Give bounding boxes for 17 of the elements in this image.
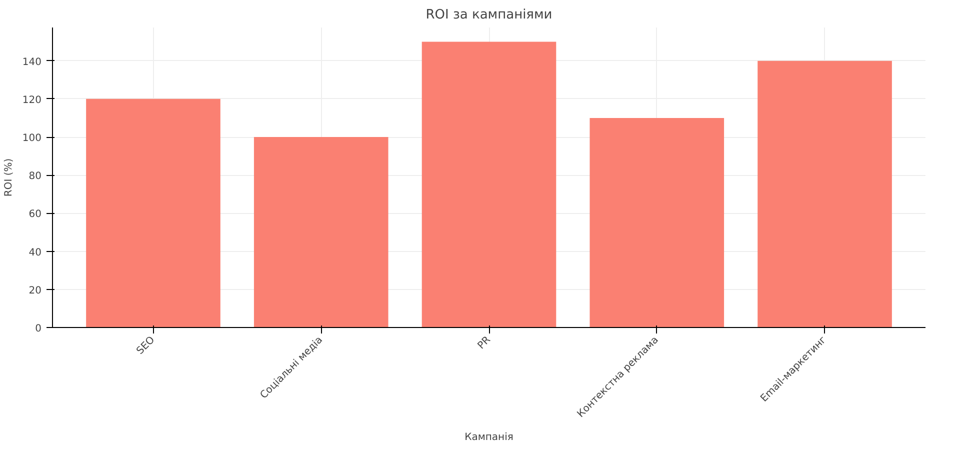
bar [422, 42, 556, 328]
bar [590, 118, 724, 328]
x-axis-title: Кампанія [464, 432, 514, 443]
y-tick-label: 120 [22, 94, 42, 106]
y-tick-label: 40 [28, 247, 42, 258]
bar [86, 98, 220, 328]
y-tick-label: 20 [28, 285, 42, 296]
y-tick-label: 100 [22, 133, 42, 144]
chart-title: ROI за кампаніями [426, 8, 552, 22]
y-tick-label: 0 [35, 324, 42, 334]
bar [758, 60, 892, 328]
x-tick-label: PR [476, 334, 493, 352]
bar [254, 137, 388, 328]
y-tick-label: 80 [28, 171, 42, 182]
y-tick-label: 60 [28, 209, 42, 220]
y-tick-label: 140 [22, 56, 42, 68]
y-axis-title: ROI (%) [3, 158, 14, 197]
